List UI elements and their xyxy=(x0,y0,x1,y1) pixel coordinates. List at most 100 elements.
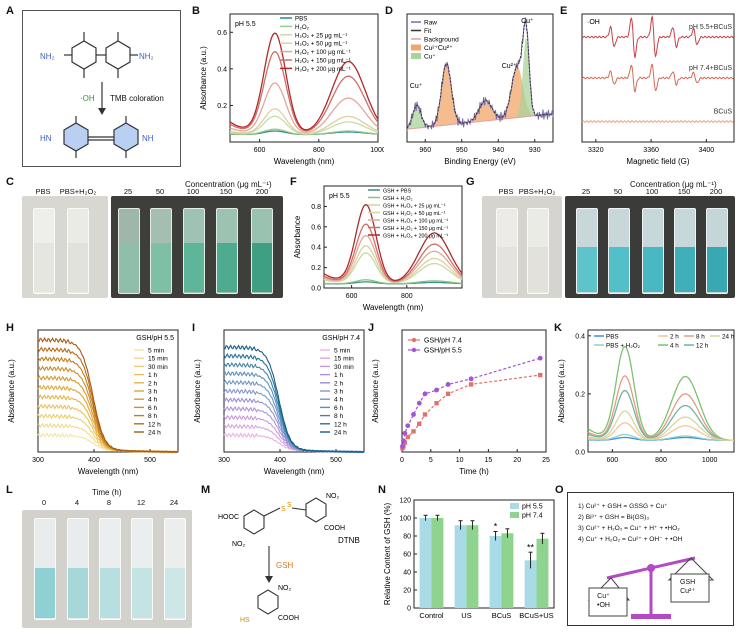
series-line xyxy=(323,223,463,282)
vial-label: 50 xyxy=(155,187,165,196)
dtnb-no2-left: NO₂ xyxy=(232,541,246,548)
legend-label: 2 h xyxy=(334,380,343,387)
legend-label: GSH + H₂O₂ + 25 μg mL⁻¹ xyxy=(383,204,446,210)
y-tick-label: 0.2 xyxy=(311,265,321,272)
reaction-arrowhead xyxy=(98,108,106,115)
x-tick-label: 950 xyxy=(456,147,468,154)
y-axis-label: Absorbance (a.u.) xyxy=(371,359,380,423)
oh-label: ·OH xyxy=(80,94,95,103)
vial-label: PBS xyxy=(498,187,514,196)
balance-base xyxy=(631,614,671,619)
left-pan-text: Cu⁺ •OH xyxy=(597,592,610,610)
x-tick-label: 930 xyxy=(529,147,541,154)
vial-label: 25 xyxy=(581,187,591,196)
data-point xyxy=(411,412,416,417)
legend-label: GSH + H₂O₂ + 200 μg mL⁻¹ xyxy=(383,234,449,240)
category-label: BCuS+US xyxy=(519,611,553,620)
bar xyxy=(489,536,502,608)
x-axis-label: Binding Energy (eV) xyxy=(444,157,516,166)
legend-label: 30 min xyxy=(334,364,354,371)
legend-label: 30 min xyxy=(148,364,168,371)
legend-label: H₂O₂ + 50 μg mL⁻¹ xyxy=(295,41,347,48)
left-pan xyxy=(588,587,628,617)
chart-annotation: GSH/pH 7.4 xyxy=(322,335,360,342)
legend-label: 1 h xyxy=(148,372,157,379)
fit-component xyxy=(407,37,553,130)
tnb-cooh: COOH xyxy=(278,615,299,622)
data-point xyxy=(538,372,543,378)
data-point xyxy=(402,430,408,436)
vial-label: 4 xyxy=(74,498,80,507)
legend-label: 2 h xyxy=(670,334,679,341)
legend-swatch xyxy=(411,53,421,59)
legend-label: pH 7.4 xyxy=(522,513,543,520)
cuvette-liquid xyxy=(217,243,237,292)
plot-frame xyxy=(406,13,554,143)
panel-letter-g: G xyxy=(466,176,475,188)
vial-label: 24 xyxy=(169,498,179,507)
legend-label: GSH + H₂O₂ + 150 μg mL⁻¹ xyxy=(383,226,449,232)
legend-label: GSH + H₂O₂ + 50 μg mL⁻¹ xyxy=(383,211,446,217)
data-point xyxy=(411,429,416,434)
legend-label: 15 min xyxy=(334,356,354,363)
y-tick-label: 0.0 xyxy=(575,450,585,457)
y-axis-label: Absorbance (a.u.) xyxy=(193,359,202,423)
vial-label: 200 xyxy=(255,187,269,196)
panel-letter-j: J xyxy=(368,322,375,334)
dtnb-molecule xyxy=(243,497,327,535)
vial-label: 50 xyxy=(613,187,623,196)
cuvette-liquid xyxy=(528,246,548,292)
y-tick-label: 0.2 xyxy=(575,391,585,398)
cuvette-liquid xyxy=(675,246,695,292)
legend-label: 4 h xyxy=(334,397,343,404)
series-line xyxy=(587,345,735,441)
data-point xyxy=(537,355,543,361)
oxtmb-nh-label: NH xyxy=(142,134,154,143)
cuvette-liquid xyxy=(34,243,54,292)
series-line xyxy=(587,433,734,442)
legend-label: 12 h xyxy=(334,421,347,428)
equation-line: 2) Bi³⁺ + GSH = Bi(GS)₃ xyxy=(578,514,650,521)
fit-line xyxy=(406,19,554,129)
panel-letter-b: B xyxy=(192,5,200,17)
x-tick-label: 500 xyxy=(144,457,156,464)
plot-frame xyxy=(229,13,379,143)
category-label: Control xyxy=(419,611,444,620)
legend-label: 24 h xyxy=(722,334,735,341)
peak-annotation: Cu²⁺ xyxy=(438,45,453,52)
data-point xyxy=(417,421,422,427)
balance-pivot xyxy=(647,564,655,572)
x-tick-label: 20 xyxy=(513,457,521,464)
legend-label: 24 h xyxy=(148,430,161,437)
x-tick-label: 800 xyxy=(401,293,413,300)
x-tick-label: 1000 xyxy=(702,457,718,464)
y-axis-label: Absorbance (a.u.) xyxy=(199,46,208,110)
data-point xyxy=(468,376,474,382)
disulfide-s2: S xyxy=(287,502,292,509)
panel-letter-n: N xyxy=(378,484,386,496)
legend-label: 4 h xyxy=(670,343,679,350)
plot-frame xyxy=(323,185,463,289)
right-pan xyxy=(670,573,710,603)
concentration-title-g: Concentration (μg mL⁻¹) xyxy=(630,180,717,189)
right-pan-cu2: Cu²⁺ xyxy=(680,588,696,595)
panel-letter-e: E xyxy=(560,5,568,17)
legend-label: pH 5.5 xyxy=(522,504,543,511)
data-point xyxy=(405,423,411,429)
right-pan-text: GSH Cu²⁺ xyxy=(680,578,695,596)
panel-o-box xyxy=(567,492,734,626)
m-gsh-label: GSH xyxy=(276,561,294,570)
data-point xyxy=(445,391,451,397)
legend-label: 4 h xyxy=(148,397,157,404)
panel-letter-a: A xyxy=(6,5,14,17)
y-axis-label: Absorbance xyxy=(293,215,302,258)
series-line xyxy=(323,204,463,282)
panel-letter-d: D xyxy=(385,5,393,17)
legend-label: PBS + H₂O₂ xyxy=(606,343,641,350)
bar xyxy=(466,525,479,608)
legend-marker xyxy=(411,337,417,343)
fit-component xyxy=(407,63,553,130)
equation-line: 1) Cu²⁺ + GSH = GSSG + Cu⁺ xyxy=(578,503,668,510)
vial-label: PBS+H₂O₂ xyxy=(518,187,556,196)
y-tick-label: 0.6 xyxy=(311,224,321,231)
